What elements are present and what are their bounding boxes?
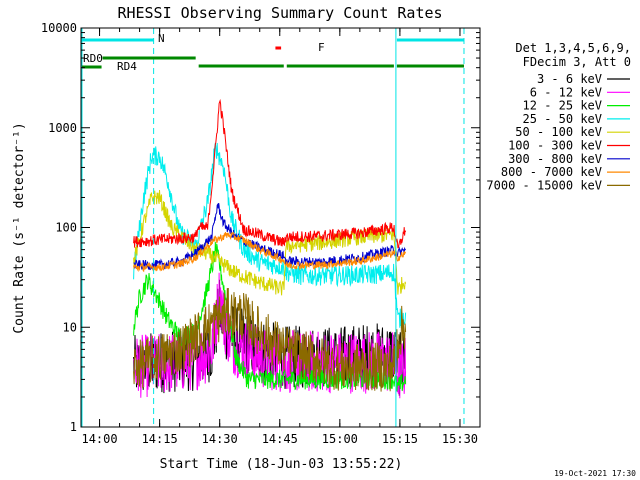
legend-entry-label: 50 - 100 keV bbox=[515, 125, 602, 139]
flag-label-f: F bbox=[318, 41, 325, 54]
flag-label-n: N bbox=[158, 32, 165, 45]
flag-label-rd4: RD4 bbox=[117, 60, 137, 73]
legend-entry-label: 12 - 25 keV bbox=[523, 99, 602, 113]
flag-label-rd0: RD0 bbox=[83, 52, 103, 65]
legend-entry-label: 7000 - 15000 keV bbox=[486, 178, 602, 192]
series-layer bbox=[133, 98, 407, 399]
x-tick-label: 14:00 bbox=[81, 432, 117, 446]
x-axis-label: Start Time (18-Jun-03 13:55:22) bbox=[160, 457, 403, 472]
legend-header-line-2: FDecim 3, Att 0 bbox=[523, 55, 631, 69]
series-line-3 bbox=[133, 241, 407, 392]
axes-layer: 14:00 14:15 14:30 14:45 15:00 15:15 15:30 1 10 10… bbox=[41, 21, 481, 446]
y-tick-label: 1 bbox=[70, 420, 77, 434]
x-tick-label: 14:45 bbox=[262, 432, 298, 446]
legend: Det 1,3,4,5,6,9, FDecim 3, Att 0 3 - 6 k… bbox=[486, 41, 631, 192]
y-tick-label: 10 bbox=[63, 320, 77, 334]
series-line-4 bbox=[133, 142, 407, 329]
x-tick-label: 15:15 bbox=[382, 432, 418, 446]
x-tick-label: 15:30 bbox=[442, 432, 478, 446]
chart-title: RHESSI Observing Summary Count Rates bbox=[117, 4, 442, 22]
y-tick-label: 1000 bbox=[48, 121, 77, 135]
legend-header-line-1: Det 1,3,4,5,6,9, bbox=[515, 41, 631, 55]
y-axis-label: Count Rate (s⁻¹ detector⁻¹) bbox=[12, 122, 27, 333]
legend-entry-label: 3 - 6 keV bbox=[537, 72, 602, 86]
y-tick-label: 100 bbox=[55, 221, 77, 235]
x-tick-label: 14:15 bbox=[142, 432, 178, 446]
footer-date: 19-Oct-2021 17:30 bbox=[554, 469, 636, 478]
legend-entry-label: 6 - 12 keV bbox=[530, 85, 602, 99]
legend-entry-label: 800 - 7000 keV bbox=[501, 165, 602, 179]
y-tick-label: 10000 bbox=[41, 21, 77, 35]
series-line-9 bbox=[133, 287, 407, 392]
series-line-8 bbox=[133, 231, 407, 273]
legend-entry-label: 25 - 50 keV bbox=[523, 112, 602, 126]
legend-entry-label: 300 - 800 keV bbox=[508, 152, 602, 166]
series-line-6 bbox=[133, 98, 407, 249]
legend-entry-label: 100 - 300 keV bbox=[508, 139, 602, 153]
x-tick-label: 15:00 bbox=[322, 432, 358, 446]
x-tick-label: 14:30 bbox=[202, 432, 238, 446]
